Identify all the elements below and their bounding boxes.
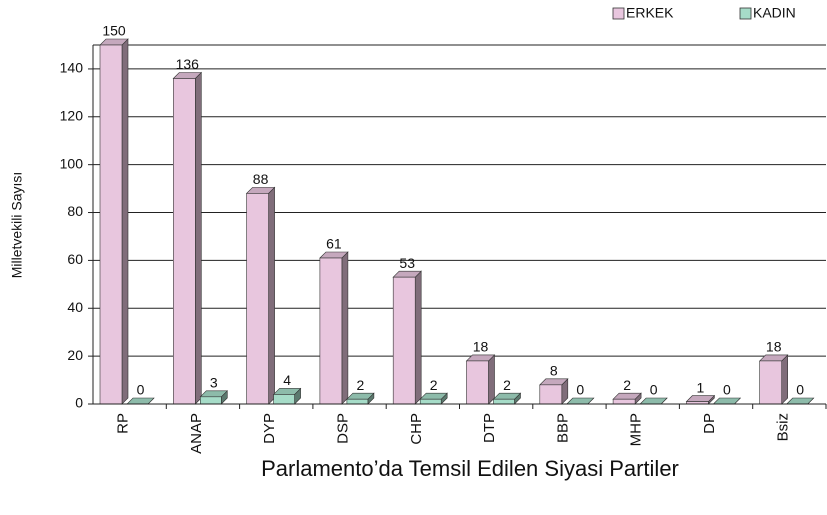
x-tick-label: DTP <box>481 413 498 443</box>
x-tick-label: DSP <box>335 413 352 444</box>
bar-side <box>781 354 788 405</box>
bar <box>466 360 489 405</box>
data-label: 0 <box>796 382 804 398</box>
data-label: 2 <box>623 377 631 393</box>
bar-side <box>268 186 275 405</box>
bar <box>759 360 783 405</box>
y-tick-label: 60 <box>67 251 83 267</box>
bar <box>612 398 636 405</box>
data-label: 0 <box>723 382 731 398</box>
bar-top <box>639 397 668 405</box>
bar <box>539 384 563 405</box>
y-tick-label: 0 <box>75 395 83 411</box>
data-label: 2 <box>503 377 511 393</box>
bar <box>319 257 343 405</box>
data-label: 18 <box>766 339 782 355</box>
bar-side <box>341 251 349 405</box>
data-label: 1 <box>697 379 705 395</box>
legend-label: ERKEK <box>626 5 674 21</box>
y-tick-label: 40 <box>67 299 83 315</box>
bar <box>392 276 416 405</box>
data-label: 18 <box>473 339 489 355</box>
y-tick-label: 80 <box>67 203 83 219</box>
data-label: 3 <box>210 375 218 391</box>
x-tick-label: BBP <box>554 413 571 443</box>
bar-side <box>488 354 495 405</box>
x-tick-label: RP <box>115 413 132 434</box>
data-label: 88 <box>253 171 269 187</box>
data-label: 8 <box>550 363 558 379</box>
bar <box>493 398 515 405</box>
x-tick-label: DYP <box>261 413 278 444</box>
data-label: 0 <box>137 382 145 398</box>
data-label: 0 <box>576 382 584 398</box>
y-axis-label: Milletvekili Sayısı <box>9 172 25 279</box>
bar <box>99 44 123 405</box>
legend-swatch <box>612 7 625 20</box>
bar <box>273 394 295 405</box>
bar <box>246 193 269 405</box>
y-tick-label: 20 <box>67 347 83 363</box>
bar <box>200 396 222 405</box>
bar <box>173 78 196 405</box>
bar-top <box>712 397 742 405</box>
legend-swatch <box>739 7 752 20</box>
y-tick-label: 100 <box>60 155 84 171</box>
x-tick-label: Bsiz <box>774 413 791 441</box>
data-label: 150 <box>102 23 126 39</box>
bar-side <box>195 71 202 405</box>
bar <box>419 398 442 405</box>
bar-top <box>566 397 595 405</box>
data-label: 53 <box>399 255 415 271</box>
data-label: 0 <box>650 382 658 398</box>
bar <box>346 398 369 405</box>
x-tick-label: ANAP <box>188 413 205 454</box>
data-label: 2 <box>430 377 438 393</box>
data-label: 2 <box>357 377 365 393</box>
data-label: 4 <box>283 372 291 388</box>
bar-top <box>785 397 815 405</box>
bar-side <box>121 38 129 405</box>
y-tick-label: 120 <box>60 108 84 124</box>
legend-label: KADIN <box>753 5 796 21</box>
x-tick-label: DP <box>701 413 718 434</box>
x-tick-label: CHP <box>408 413 425 445</box>
data-label: 136 <box>176 56 200 72</box>
x-axis-label: Parlamento’da Temsil Edilen Siyasi Parti… <box>261 456 679 481</box>
x-tick-label: MHP <box>628 413 645 446</box>
y-tick-label: 140 <box>60 60 84 76</box>
data-label: 61 <box>326 236 342 252</box>
bar-side <box>414 270 422 405</box>
bar-top <box>126 397 155 405</box>
